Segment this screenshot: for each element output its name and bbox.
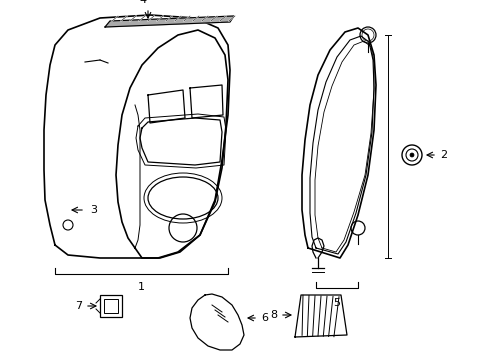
Text: 2: 2: [439, 150, 446, 160]
Text: 8: 8: [269, 310, 276, 320]
Circle shape: [361, 29, 373, 41]
Bar: [104, 299, 118, 313]
Text: 7: 7: [75, 301, 82, 311]
Text: 6: 6: [261, 313, 267, 323]
Circle shape: [409, 153, 413, 157]
Text: 4: 4: [139, 0, 146, 5]
Text: 1: 1: [137, 282, 144, 292]
Polygon shape: [105, 16, 234, 27]
Text: 3: 3: [90, 205, 97, 215]
Bar: [100, 295, 122, 317]
Text: 5: 5: [333, 298, 340, 308]
